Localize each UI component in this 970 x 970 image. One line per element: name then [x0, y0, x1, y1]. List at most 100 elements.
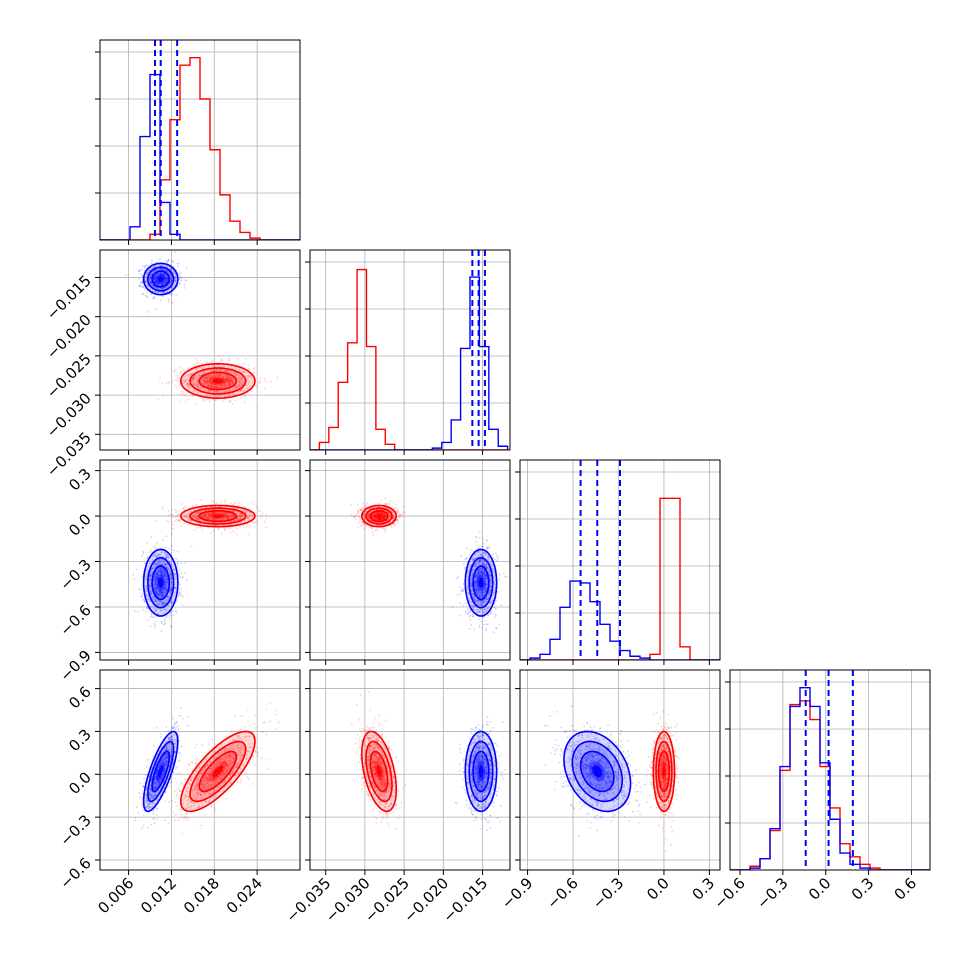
- blue-sample-point: [161, 620, 163, 623]
- red-sample-point: [229, 375, 231, 378]
- blue-sample-point: [162, 601, 164, 604]
- blue-sample-point: [136, 568, 139, 571]
- red-sample-point: [240, 378, 242, 381]
- blue-sample-point: [171, 259, 174, 262]
- red-sample-point: [215, 383, 218, 386]
- blue-sample-point: [166, 575, 168, 578]
- blue-sample-point: [167, 289, 169, 292]
- blue-sample-point: [145, 275, 148, 278]
- red-sample-point: [229, 383, 232, 386]
- blue-sample-point: [162, 288, 164, 290]
- blue-sample-point: [164, 570, 167, 572]
- red-sample-point: [209, 378, 211, 381]
- red-sample-point: [191, 390, 194, 392]
- blue-sample-point: [179, 283, 181, 285]
- blue-sample-point: [183, 287, 186, 289]
- blue-sample-point: [157, 589, 160, 591]
- blue-sample-point: [159, 282, 162, 285]
- blue-sample-point: [174, 587, 177, 589]
- blue-sample-point: [159, 570, 162, 572]
- red-sample-point: [264, 521, 266, 523]
- red-sample-point: [236, 386, 239, 389]
- blue-sample-point: [150, 273, 153, 276]
- red-sample-point: [224, 370, 227, 373]
- blue-sample-point: [164, 286, 167, 289]
- blue-sample-point: [160, 568, 162, 571]
- red-sample-point: [245, 375, 248, 377]
- blue-sample-point: [163, 275, 165, 278]
- red-sample-point: [188, 383, 190, 386]
- red-sample-point: [196, 385, 199, 388]
- blue-sample-point: [160, 273, 162, 276]
- red-sample-point: [208, 395, 211, 398]
- red-sample-point: [231, 529, 234, 532]
- red-sample-point: [187, 379, 190, 382]
- blue-sample-point: [164, 278, 167, 281]
- red-sample-point: [228, 375, 230, 378]
- blue-sample-point: [158, 561, 161, 564]
- red-sample-point: [223, 383, 226, 385]
- red-sample-point: [222, 384, 225, 387]
- blue-sample-point: [178, 569, 181, 572]
- blue-sample-point: [144, 294, 147, 297]
- red-sample-point: [218, 386, 221, 389]
- blue-sample-point: [167, 270, 169, 272]
- blue-sample-point: [153, 297, 156, 300]
- blue-sample-point: [165, 578, 168, 581]
- red-sample-point: [197, 387, 200, 390]
- blue-sample-point: [154, 625, 157, 628]
- red-sample-point: [212, 390, 215, 393]
- blue-sample-point: [154, 265, 156, 268]
- red-sample-point: [246, 387, 249, 390]
- blue-sample-point: [155, 572, 158, 575]
- blue-sample-point: [177, 573, 180, 576]
- blue-sample-point: [468, 615, 471, 618]
- red-sample-point: [184, 401, 187, 403]
- red-sample-point: [213, 386, 216, 389]
- blue-sample-point: [165, 277, 168, 280]
- red-sample-point: [232, 371, 235, 374]
- blue-sample-point: [156, 562, 159, 565]
- blue-sample-point: [155, 609, 158, 612]
- blue-sample-point: [170, 278, 172, 280]
- blue-sample-point: [167, 284, 170, 287]
- blue-sample-point: [162, 573, 164, 576]
- red-sample-point: [231, 381, 234, 383]
- blue-sample-point: [162, 280, 165, 282]
- blue-sample-point: [158, 592, 161, 594]
- blue-sample-point: [155, 588, 158, 591]
- blue-sample-point: [159, 272, 161, 275]
- blue-sample-point: [154, 579, 157, 582]
- blue-sample-point: [505, 576, 508, 578]
- blue-sample-point: [152, 285, 155, 288]
- red-sample-point: [230, 502, 233, 504]
- blue-sample-point: [166, 608, 169, 610]
- blue-sample-point: [157, 576, 159, 579]
- red-sample-point: [192, 377, 195, 380]
- blue-sample-point: [162, 280, 164, 283]
- blue-sample-point: [158, 274, 161, 277]
- blue-sample-point: [157, 594, 160, 596]
- scatter-panel-2-0: −0.9−0.6−0.30.00.3: [56, 459, 301, 685]
- blue-sample-point: [162, 268, 164, 270]
- red-sample-point: [226, 379, 228, 382]
- grid-lines: [310, 250, 510, 450]
- blue-sample-point: [149, 579, 152, 582]
- blue-sample-point: [165, 588, 168, 590]
- blue-sample-point: [154, 268, 157, 271]
- blue-sample-point: [157, 282, 160, 285]
- blue-sample-point: [173, 271, 176, 274]
- blue-sample-point: [157, 563, 160, 566]
- blue-sample-point: [160, 268, 163, 271]
- red-sample-point: [245, 506, 248, 509]
- blue-sample-point: [151, 284, 154, 287]
- blue-sample-point: [155, 599, 157, 601]
- red-sample-point: [224, 381, 227, 383]
- blue-sample-point: [464, 610, 467, 613]
- blue-sample-point: [160, 575, 163, 578]
- y-tick-label: −0.3: [56, 556, 94, 594]
- blue-sample-point: [162, 576, 165, 579]
- blue-sample-point: [153, 277, 156, 280]
- red-sample-point: [174, 384, 177, 387]
- red-sample-point: [226, 385, 229, 388]
